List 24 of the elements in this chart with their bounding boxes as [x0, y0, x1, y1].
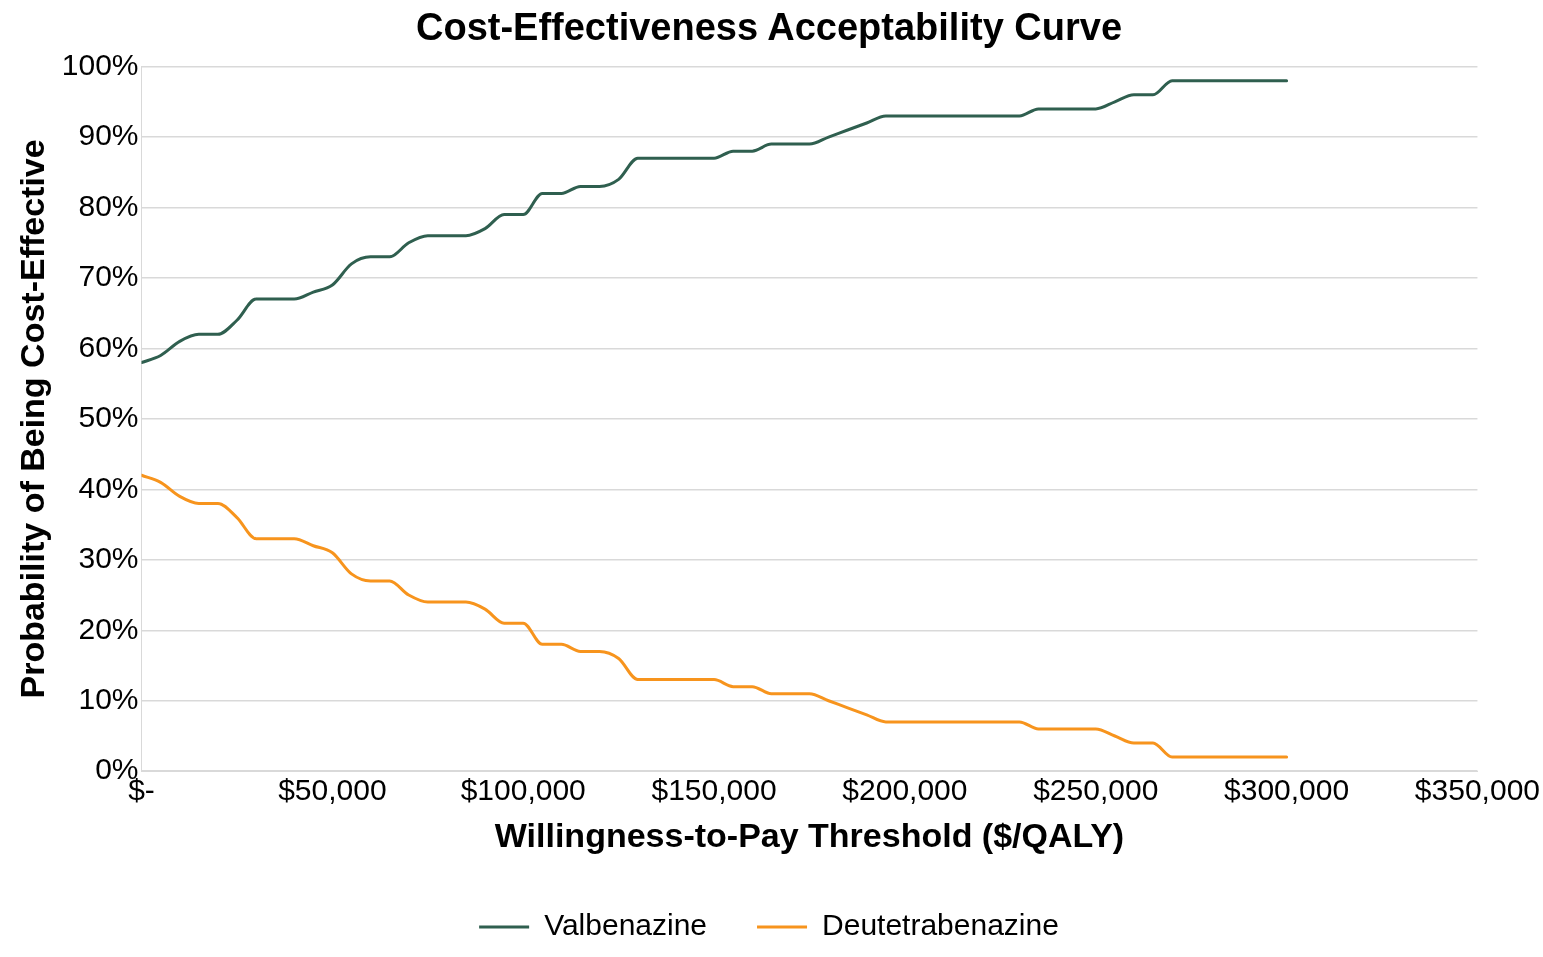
x-tick-label: $100,000: [460, 773, 586, 807]
x-axis-title: Willingness-to-Pay Threshold ($/QALY): [494, 815, 1125, 854]
legend-label: Valbenazine: [544, 908, 708, 942]
y-tick-label: 60%: [78, 329, 139, 363]
y-tick-label: 40%: [78, 470, 139, 504]
x-tick-label: $150,000: [651, 773, 777, 807]
x-tick-label: $50,000: [278, 773, 387, 807]
y-tick-label: 100%: [61, 47, 139, 81]
y-tick-label: 50%: [78, 400, 139, 434]
x-tick-label: $300,000: [1224, 773, 1350, 807]
y-tick-label: 20%: [78, 611, 139, 645]
y-tick-label: 70%: [78, 259, 139, 293]
x-tick-label: $350,000: [1414, 773, 1541, 807]
y-tick-label: 80%: [78, 188, 139, 222]
line-series: [141, 473, 1289, 759]
y-axis-title: Probability of Being Cost-Effective: [12, 139, 51, 699]
x-tick-label: $200,000: [842, 773, 968, 807]
chart-title: Cost-Effectiveness Acceptability Curve: [415, 6, 1123, 49]
x-tick-label: $250,000: [1033, 773, 1159, 807]
y-tick-label: 30%: [78, 541, 139, 575]
y-tick-label: 10%: [78, 682, 139, 716]
legend-label: Deutetrabenazine: [822, 908, 1059, 942]
y-tick-label: 90%: [78, 118, 139, 152]
line-series: [141, 79, 1289, 365]
